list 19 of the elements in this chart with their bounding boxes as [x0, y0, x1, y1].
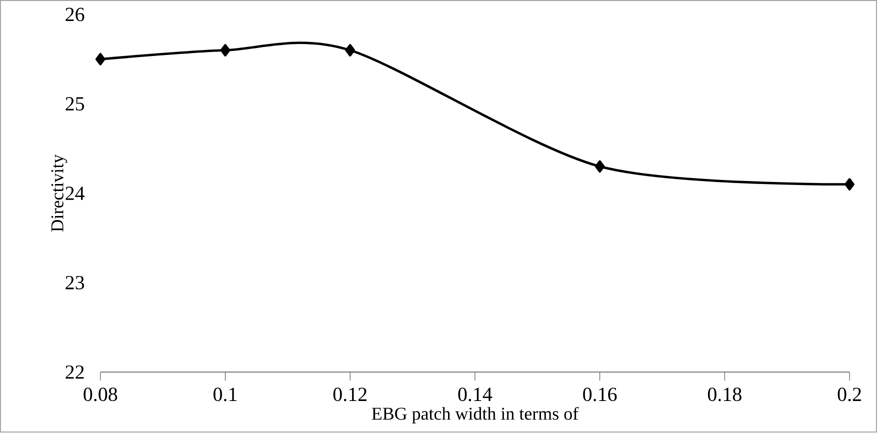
y-tick-label: 23	[66, 276, 84, 290]
y-tick-label: 25	[66, 97, 84, 111]
y-tick-label: 24	[66, 186, 84, 200]
point	[220, 44, 230, 57]
y-axis-title: Directivity	[51, 154, 68, 232]
x-tick-label: 0.14	[458, 388, 492, 402]
point	[844, 178, 854, 191]
x-tick-label: 0.18	[708, 388, 742, 402]
point	[345, 44, 356, 57]
x-tick-label: 0.08	[84, 388, 118, 402]
x-axis-title: EBG patch width in terms of	[372, 407, 579, 424]
x-tick-label: 0.2	[838, 388, 861, 402]
x-tick-label: 0.12	[333, 388, 366, 402]
x-tick-label: 0.16	[583, 388, 617, 402]
y-tick-label: 22	[66, 366, 84, 379]
x-tick-label: 0.1	[214, 388, 237, 402]
y-tick-label: 26	[66, 8, 84, 22]
point	[594, 160, 605, 173]
point	[95, 53, 106, 66]
